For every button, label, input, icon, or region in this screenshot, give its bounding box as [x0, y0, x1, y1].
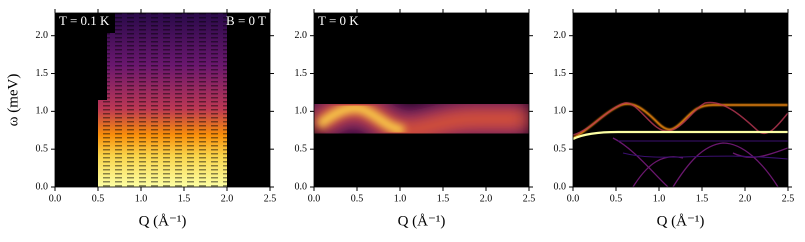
plot-frame: [313, 12, 530, 188]
x-tick-label: 2.0: [221, 193, 234, 204]
panel: 0.0 0.5 1.0 1.5 2.0 2.5 0.0 0.5 1.0 1.5 2.0 Q (Å⁻¹)…: [5, 9, 276, 229]
heatmap-core: [316, 103, 405, 135]
x-tick-label: 0.5: [351, 193, 364, 204]
dispersion: [612, 137, 788, 187]
y-tick-label: 0.5: [295, 143, 308, 154]
y-tick-label: 1.5: [36, 68, 49, 79]
y-axis-label: ω (meV): [5, 74, 21, 127]
y-tick-label: 0.0: [554, 181, 567, 192]
y-tick-label: 1.0: [554, 106, 567, 117]
x-tick-label: 2.5: [264, 193, 277, 204]
x-tick-label: 2.0: [739, 193, 752, 204]
y-tick-label: 0.5: [36, 143, 49, 154]
annotation: T = 0 K: [318, 13, 359, 28]
x-tick-label: 1.0: [653, 193, 666, 204]
y-tick-label: 2.0: [554, 30, 567, 41]
x-tick-label: 2.0: [480, 193, 493, 204]
x-tick-label: 1.0: [394, 193, 407, 204]
x-tick-label: 0.0: [308, 193, 321, 204]
x-tick-label: 0.5: [610, 193, 623, 204]
dispersion: [573, 130, 788, 140]
dispersion: [618, 140, 788, 160]
x-tick-label: 0.5: [92, 193, 105, 204]
heatmap-image: [573, 101, 788, 187]
heatmap-texture: [98, 13, 227, 187]
x-tick-label: 1.5: [696, 193, 709, 204]
annotation: B = 0 T: [226, 13, 266, 28]
x-tick-label: 1.5: [178, 193, 191, 204]
y-tick-label: 0.5: [554, 143, 567, 154]
y-tick-label: 1.5: [295, 68, 308, 79]
plot-background: [573, 13, 788, 187]
y-tick-label: 1.0: [295, 106, 308, 117]
x-tick-label: 1.0: [135, 193, 148, 204]
x-tick-label: 2.5: [782, 193, 795, 204]
panel: 0.0 0.5 1.0 1.5 2.0 2.5 0.0 0.5 1.0 1.5 2.0 Q (Å⁻¹)…: [295, 9, 536, 229]
panel: 0.0 0.5 1.0 1.5 2.0 2.5 0.0 0.5 1.0 1.5 2.0 Q (Å⁻¹): [554, 9, 795, 229]
x-tick-label: 0.0: [49, 193, 62, 204]
heatmap-image: [314, 81, 529, 157]
x-tick-label: 2.5: [523, 193, 536, 204]
plot-frame: [54, 12, 271, 188]
y-tick-label: 1.5: [554, 68, 567, 79]
y-tick-label: 0.0: [36, 181, 49, 192]
x-axis-label: Q (Å⁻¹): [657, 213, 705, 229]
plot-frame: [572, 12, 789, 188]
y-tick-label: 2.0: [36, 30, 49, 41]
x-tick-label: 1.5: [437, 193, 450, 204]
y-tick-label: 0.0: [295, 181, 308, 192]
y-tick-label: 1.0: [36, 106, 49, 117]
x-axis-label: Q (Å⁻¹): [139, 213, 187, 229]
y-tick-label: 2.0: [295, 30, 308, 41]
x-tick-label: 0.0: [567, 193, 580, 204]
annotation: T = 0.1 K: [59, 13, 110, 28]
x-axis-label: Q (Å⁻¹): [398, 213, 446, 229]
